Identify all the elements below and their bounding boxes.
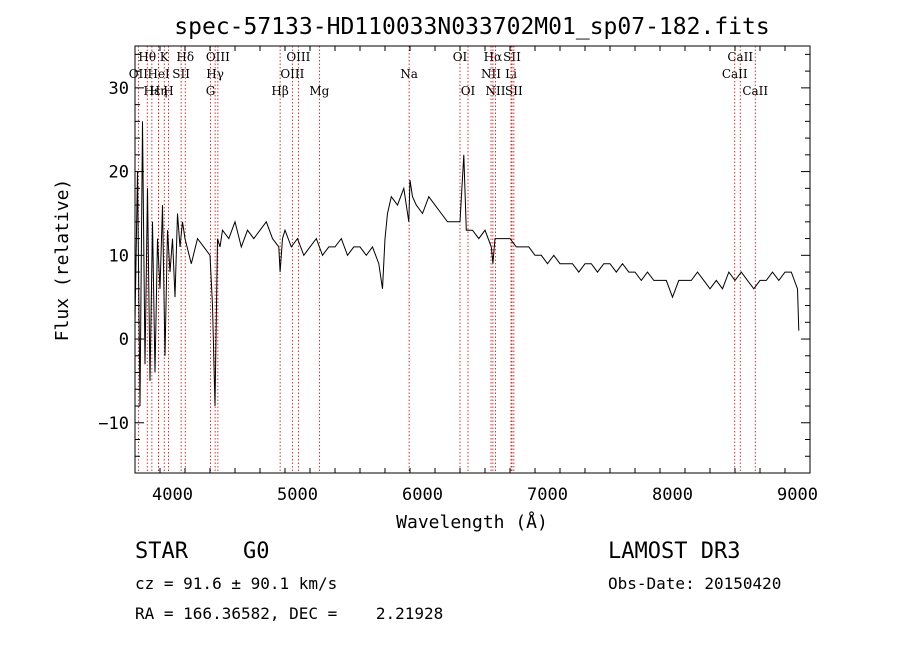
x-tick-label: 8000 <box>652 485 693 505</box>
x-tick-label: 7000 <box>527 485 568 505</box>
x-axis-label: Wavelength (Å) <box>396 511 548 533</box>
line-marker-label: OIII <box>286 50 310 64</box>
y-axis: −10 0 10 20 30 <box>98 53 810 474</box>
y-tick-label: 20 <box>109 163 129 183</box>
line-marker-label: Hα <box>484 50 503 64</box>
line-marker-label: Hδ <box>176 50 194 64</box>
line-marker-label: Hη <box>150 84 168 98</box>
x-tick-label: 6000 <box>402 485 443 505</box>
line-marker-label: NII <box>486 84 506 98</box>
line-marker-label: CaII <box>727 50 753 64</box>
line-marker-label: Na <box>400 67 418 81</box>
y-tick-label: 0 <box>119 330 129 350</box>
chart-title: spec-57133-HD110033N033702M01_sp07-182.f… <box>174 14 769 40</box>
line-marker-label: SII <box>172 67 190 81</box>
line-marker-label: Hβ <box>271 84 288 98</box>
y-tick-label: 10 <box>109 246 129 266</box>
line-marker-label: OIII <box>280 67 304 81</box>
line-marker-label: Hθ <box>138 50 156 64</box>
line-marker-label: OI <box>461 84 476 98</box>
line-marker-label: G <box>206 84 216 98</box>
y-tick-label: 30 <box>109 79 129 99</box>
plot-frame <box>134 45 811 474</box>
x-tick-label: 4000 <box>152 485 193 505</box>
line-marker-label: K <box>160 50 170 64</box>
line-marker-label: SII <box>503 50 521 64</box>
object-class: STAR <box>135 539 188 564</box>
line-marker-label: NII <box>481 67 501 81</box>
y-axis-label: Flux (relative) <box>52 179 73 342</box>
line-marker-label: SII <box>505 84 523 98</box>
line-marker-label: Hε <box>144 84 161 98</box>
x-tick-label: 9000 <box>777 485 818 505</box>
line-marker-label: Mg <box>309 84 329 98</box>
line-marker-label: OIII <box>206 50 230 64</box>
line-marker-label: OII <box>129 67 149 81</box>
survey-name: LAMOST DR3 <box>608 539 741 564</box>
object-subclass: G0 <box>243 539 270 564</box>
redshift-readout: cz = 91.6 ± 90.1 km/s <box>135 574 338 593</box>
obs-date: Obs-Date: 20150420 <box>608 574 782 593</box>
line-marker-label: CaII <box>742 84 768 98</box>
x-axis: 4000 5000 6000 7000 8000 9000 <box>134 46 818 505</box>
line-marker-label: Li <box>505 67 517 81</box>
line-marker-label: H <box>163 84 173 98</box>
line-marker-label: OI <box>453 50 468 64</box>
line-marker-label: CaII <box>722 67 748 81</box>
coordinates: RA = 166.36582, DEC = 2.21928 <box>135 604 444 623</box>
y-tick-label: −10 <box>98 414 129 434</box>
spectrum-line <box>134 121 800 407</box>
x-tick-label: 5000 <box>277 485 318 505</box>
line-marker-label: Hγ <box>206 67 224 81</box>
